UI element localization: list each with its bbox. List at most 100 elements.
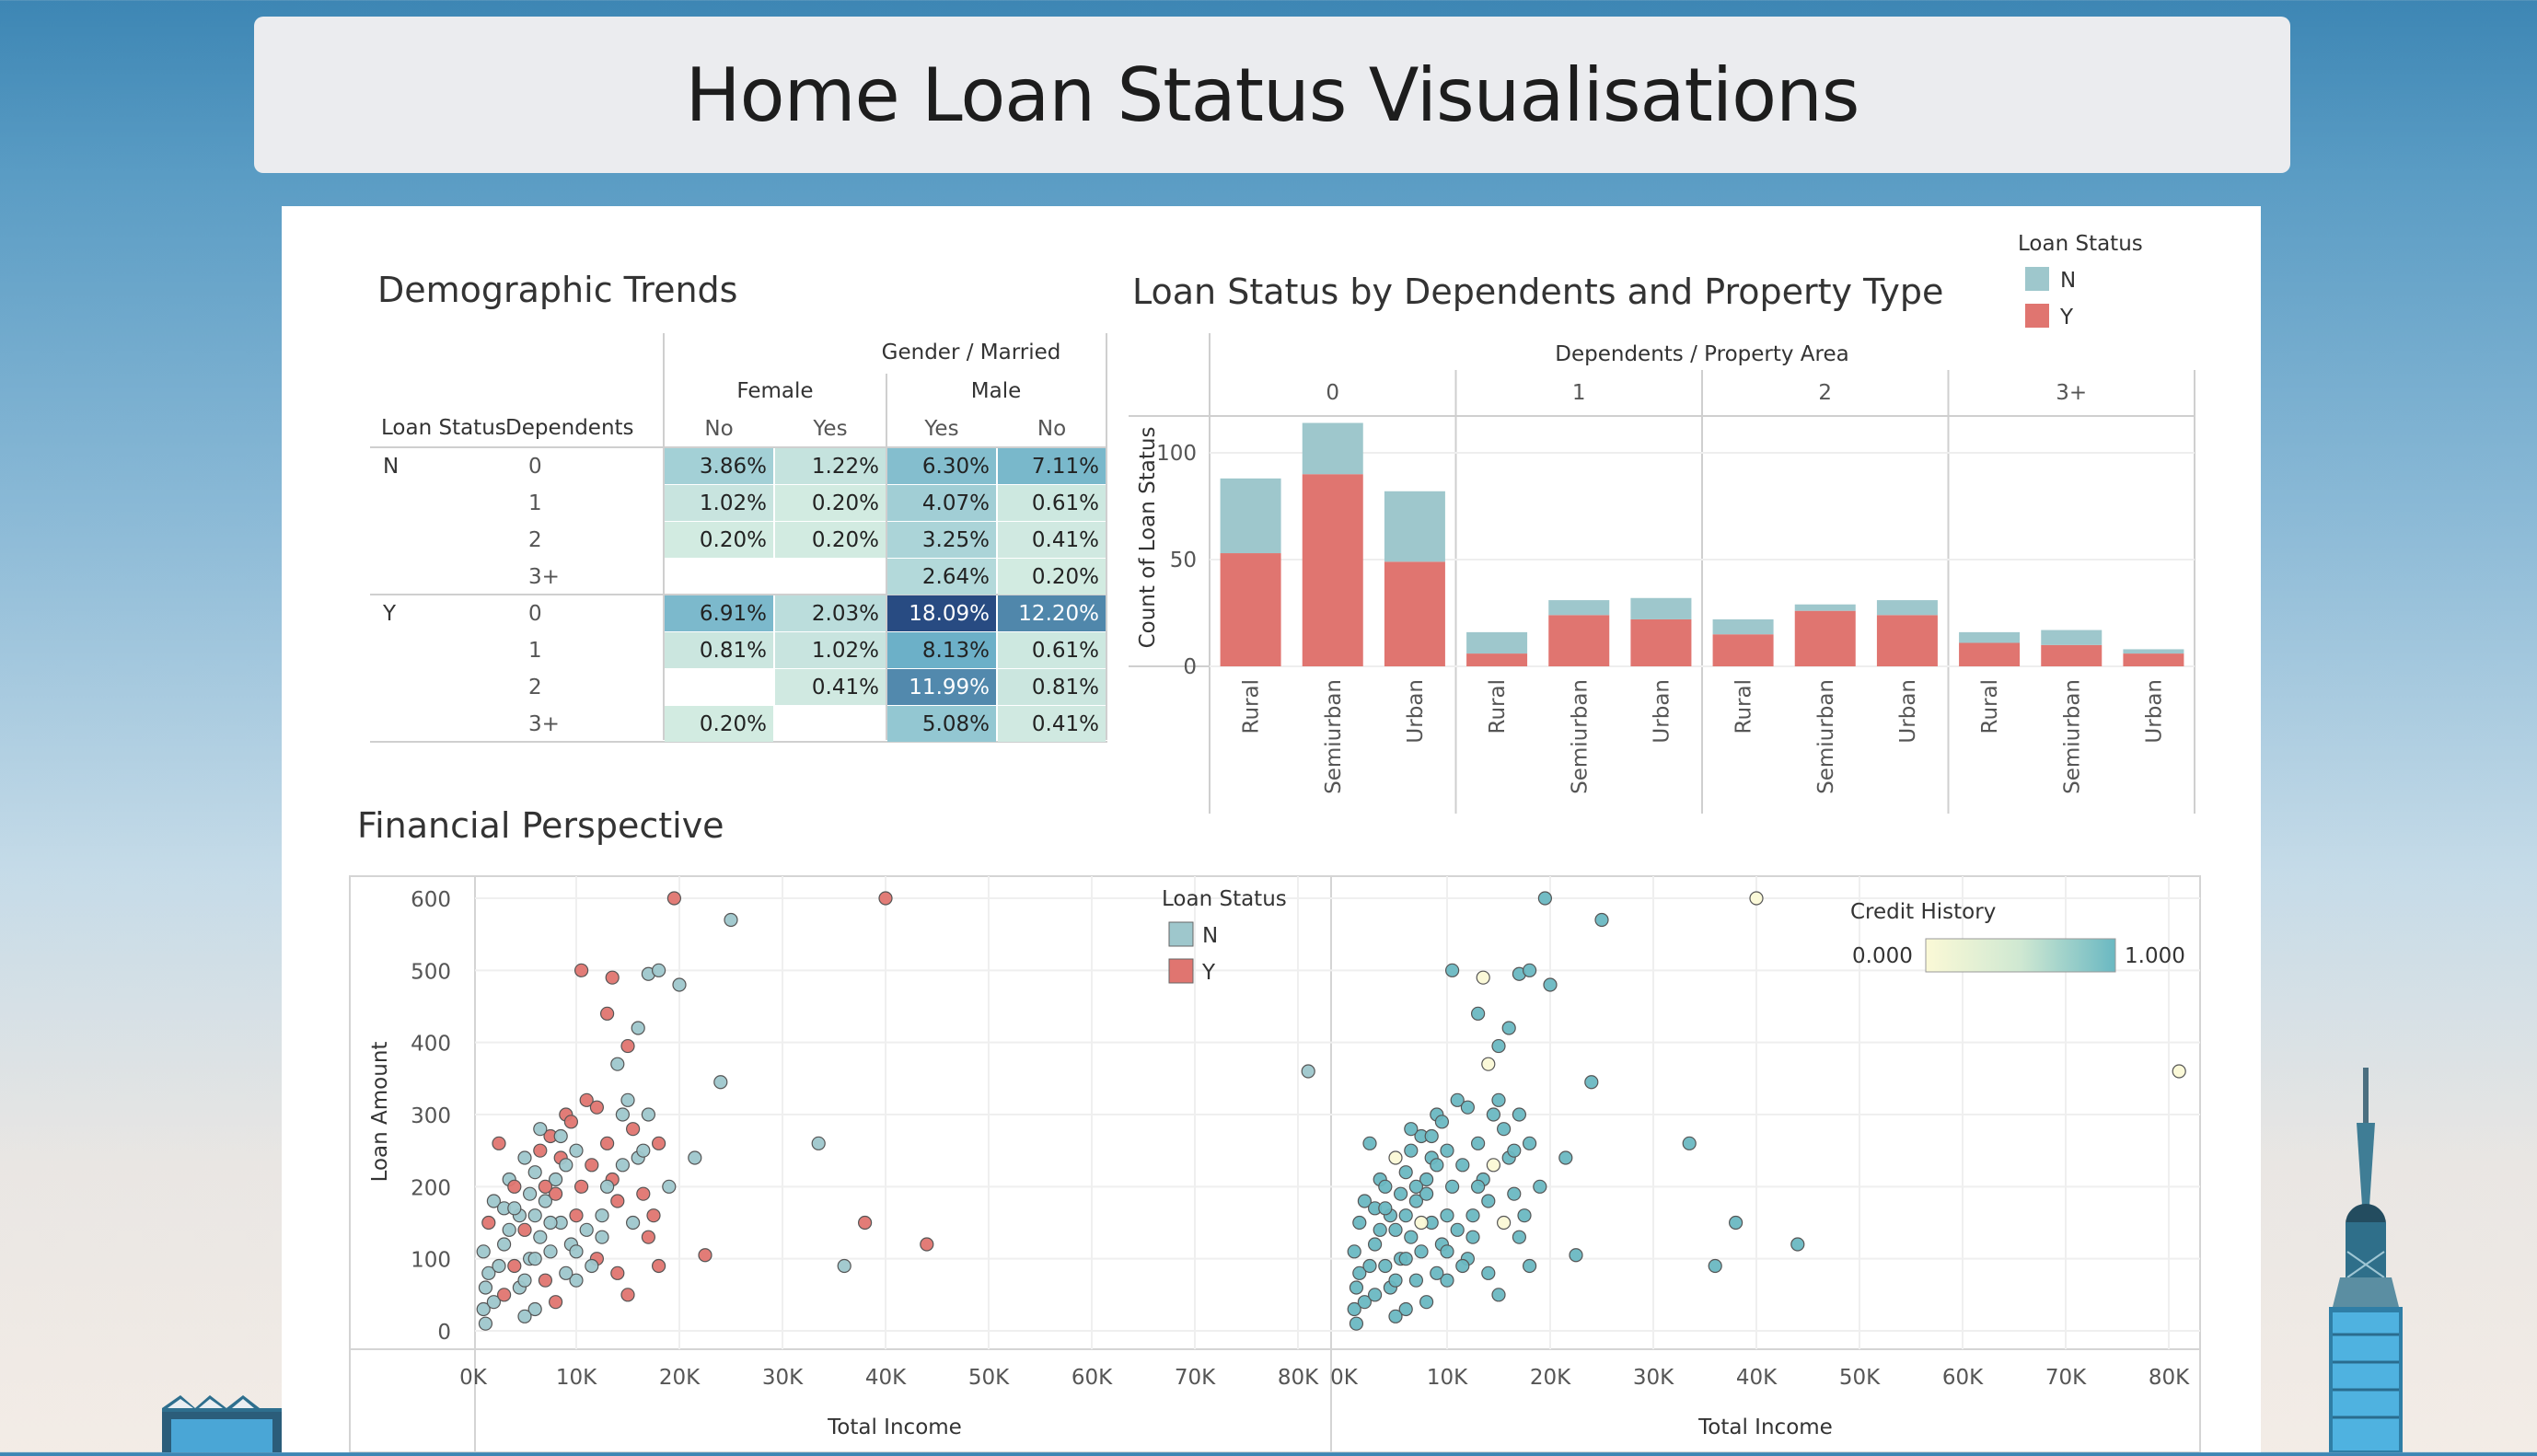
scatter-point	[2172, 1064, 2186, 1079]
scatter-point	[569, 1143, 584, 1158]
scatter-point	[1430, 1265, 1444, 1280]
scatter-point	[553, 1128, 568, 1144]
table-cell	[998, 595, 1106, 631]
credit-legend-min: 0.000	[1852, 944, 1913, 968]
scatter-point	[507, 1179, 522, 1194]
scatter-point	[652, 963, 666, 977]
scatter-point	[1414, 1215, 1429, 1231]
scatter-point	[486, 1194, 501, 1208]
scatter-point	[1357, 1295, 1373, 1310]
scatter-point	[1460, 1100, 1476, 1115]
scatter-point	[811, 1136, 826, 1150]
scatter-point	[1362, 1258, 1377, 1274]
scatter-point	[1408, 1179, 1424, 1194]
table-cell	[887, 706, 996, 742]
scatter-y-tick: 100	[411, 1249, 451, 1273]
scatter-point	[600, 1136, 615, 1150]
scatter-point	[478, 1280, 493, 1295]
bar-segment-y	[1384, 561, 1445, 666]
table-cell	[775, 669, 886, 705]
scatter-point	[492, 1136, 506, 1150]
table-cell	[665, 485, 773, 521]
scatter-point	[579, 1092, 594, 1107]
table-cell	[998, 485, 1106, 521]
tower-illustration	[2329, 1068, 2403, 1452]
bar-segment-n	[1959, 631, 2021, 643]
bar-category-label: Rural	[1240, 679, 1264, 734]
bar-chart-ylabel: Count of Loan Status	[1136, 427, 1160, 649]
table-cell	[775, 595, 886, 631]
scatter-point	[1512, 1107, 1527, 1122]
scatter-point	[1373, 1222, 1387, 1237]
scatter-x-tick: 0K	[1330, 1366, 1359, 1390]
bar-segment-n	[1302, 422, 1363, 475]
scatter-point	[610, 1057, 625, 1071]
bar-segment-y	[1466, 653, 1528, 666]
scatter-point	[1470, 1006, 1486, 1021]
table-cell-value: 6.91%	[700, 602, 767, 626]
bar-segment-n	[1384, 491, 1445, 562]
scatter-point	[1378, 1258, 1393, 1274]
scatter-point	[1404, 1143, 1419, 1158]
scatter-point	[527, 1301, 542, 1317]
scatter-point	[1522, 963, 1537, 977]
bar-segment-y	[1959, 642, 2021, 666]
scatter-point	[563, 1115, 578, 1129]
table-dependents-label: 3+	[528, 712, 560, 736]
scatter-point	[878, 891, 893, 906]
scatter-x-tick: 10K	[1427, 1366, 1468, 1390]
scatter-point	[1357, 1194, 1373, 1208]
table-cell-value: 0.20%	[700, 712, 767, 736]
table-cell-value: 0.61%	[1032, 639, 1099, 663]
scatter-point	[600, 1006, 615, 1021]
scatter-x-tick: 20K	[659, 1366, 701, 1390]
table-cell-value: 3.25%	[922, 528, 990, 552]
scatter-point	[1533, 1179, 1547, 1194]
table-married-header: No	[704, 417, 733, 441]
table-dependents-label: 2	[528, 528, 542, 552]
scatter-point	[666, 891, 681, 906]
bar-chart-top-header: Dependents / Property Area	[1555, 342, 1848, 366]
scatter-point	[1440, 1208, 1454, 1223]
bar-category-label: Semiurban	[1322, 679, 1346, 794]
table-cell-value: 8.13%	[922, 639, 990, 663]
scatter-point	[595, 1230, 609, 1244]
scatter-legend-swatch-y	[1168, 958, 1194, 984]
bar-segment-n	[1466, 631, 1528, 654]
bar-legend-label-n: N	[2060, 269, 2076, 293]
demographic-trends-table: Demographic Trends Gender / Married Loan…	[370, 270, 1107, 743]
scatter-point	[1594, 912, 1609, 928]
table-cell-value: 7.11%	[1032, 455, 1099, 479]
scatter-point	[620, 1092, 635, 1107]
scatter-point	[497, 1288, 512, 1302]
bar-legend-label-y: Y	[2059, 306, 2074, 329]
table-cell-value: 2.03%	[812, 602, 879, 626]
scatter-point	[1444, 963, 1460, 977]
scatter-point	[1398, 1301, 1413, 1317]
scatter-point	[1378, 1179, 1393, 1194]
scatter-point	[1749, 891, 1764, 906]
scatter-point	[517, 1309, 532, 1323]
table-married-header: No	[1037, 417, 1066, 441]
scatter-point	[589, 1100, 604, 1115]
scatter-point	[672, 977, 687, 992]
table-cell	[998, 706, 1106, 742]
scatter-legend-swatch-n	[1168, 921, 1194, 947]
scatter-point	[543, 1215, 558, 1231]
scatter-point	[1558, 1150, 1573, 1165]
scatter-point	[1522, 1258, 1537, 1274]
scatter-point	[662, 1179, 677, 1194]
scatter-point	[595, 1208, 609, 1223]
table-cell	[998, 448, 1106, 484]
scatter-point	[646, 1208, 661, 1223]
scatter-point	[517, 1150, 532, 1165]
scatter-point	[481, 1215, 496, 1231]
scatter-point	[549, 1295, 563, 1310]
financial-title: Financial Perspective	[357, 805, 724, 846]
scatter-point	[507, 1258, 522, 1274]
scatter-point	[1388, 1222, 1403, 1237]
table-row-header-loan-status: Loan Status	[381, 416, 506, 440]
scatter-point	[605, 970, 620, 985]
table-top-header: Gender / Married	[882, 341, 1061, 364]
bar-segment-y	[2041, 644, 2103, 666]
